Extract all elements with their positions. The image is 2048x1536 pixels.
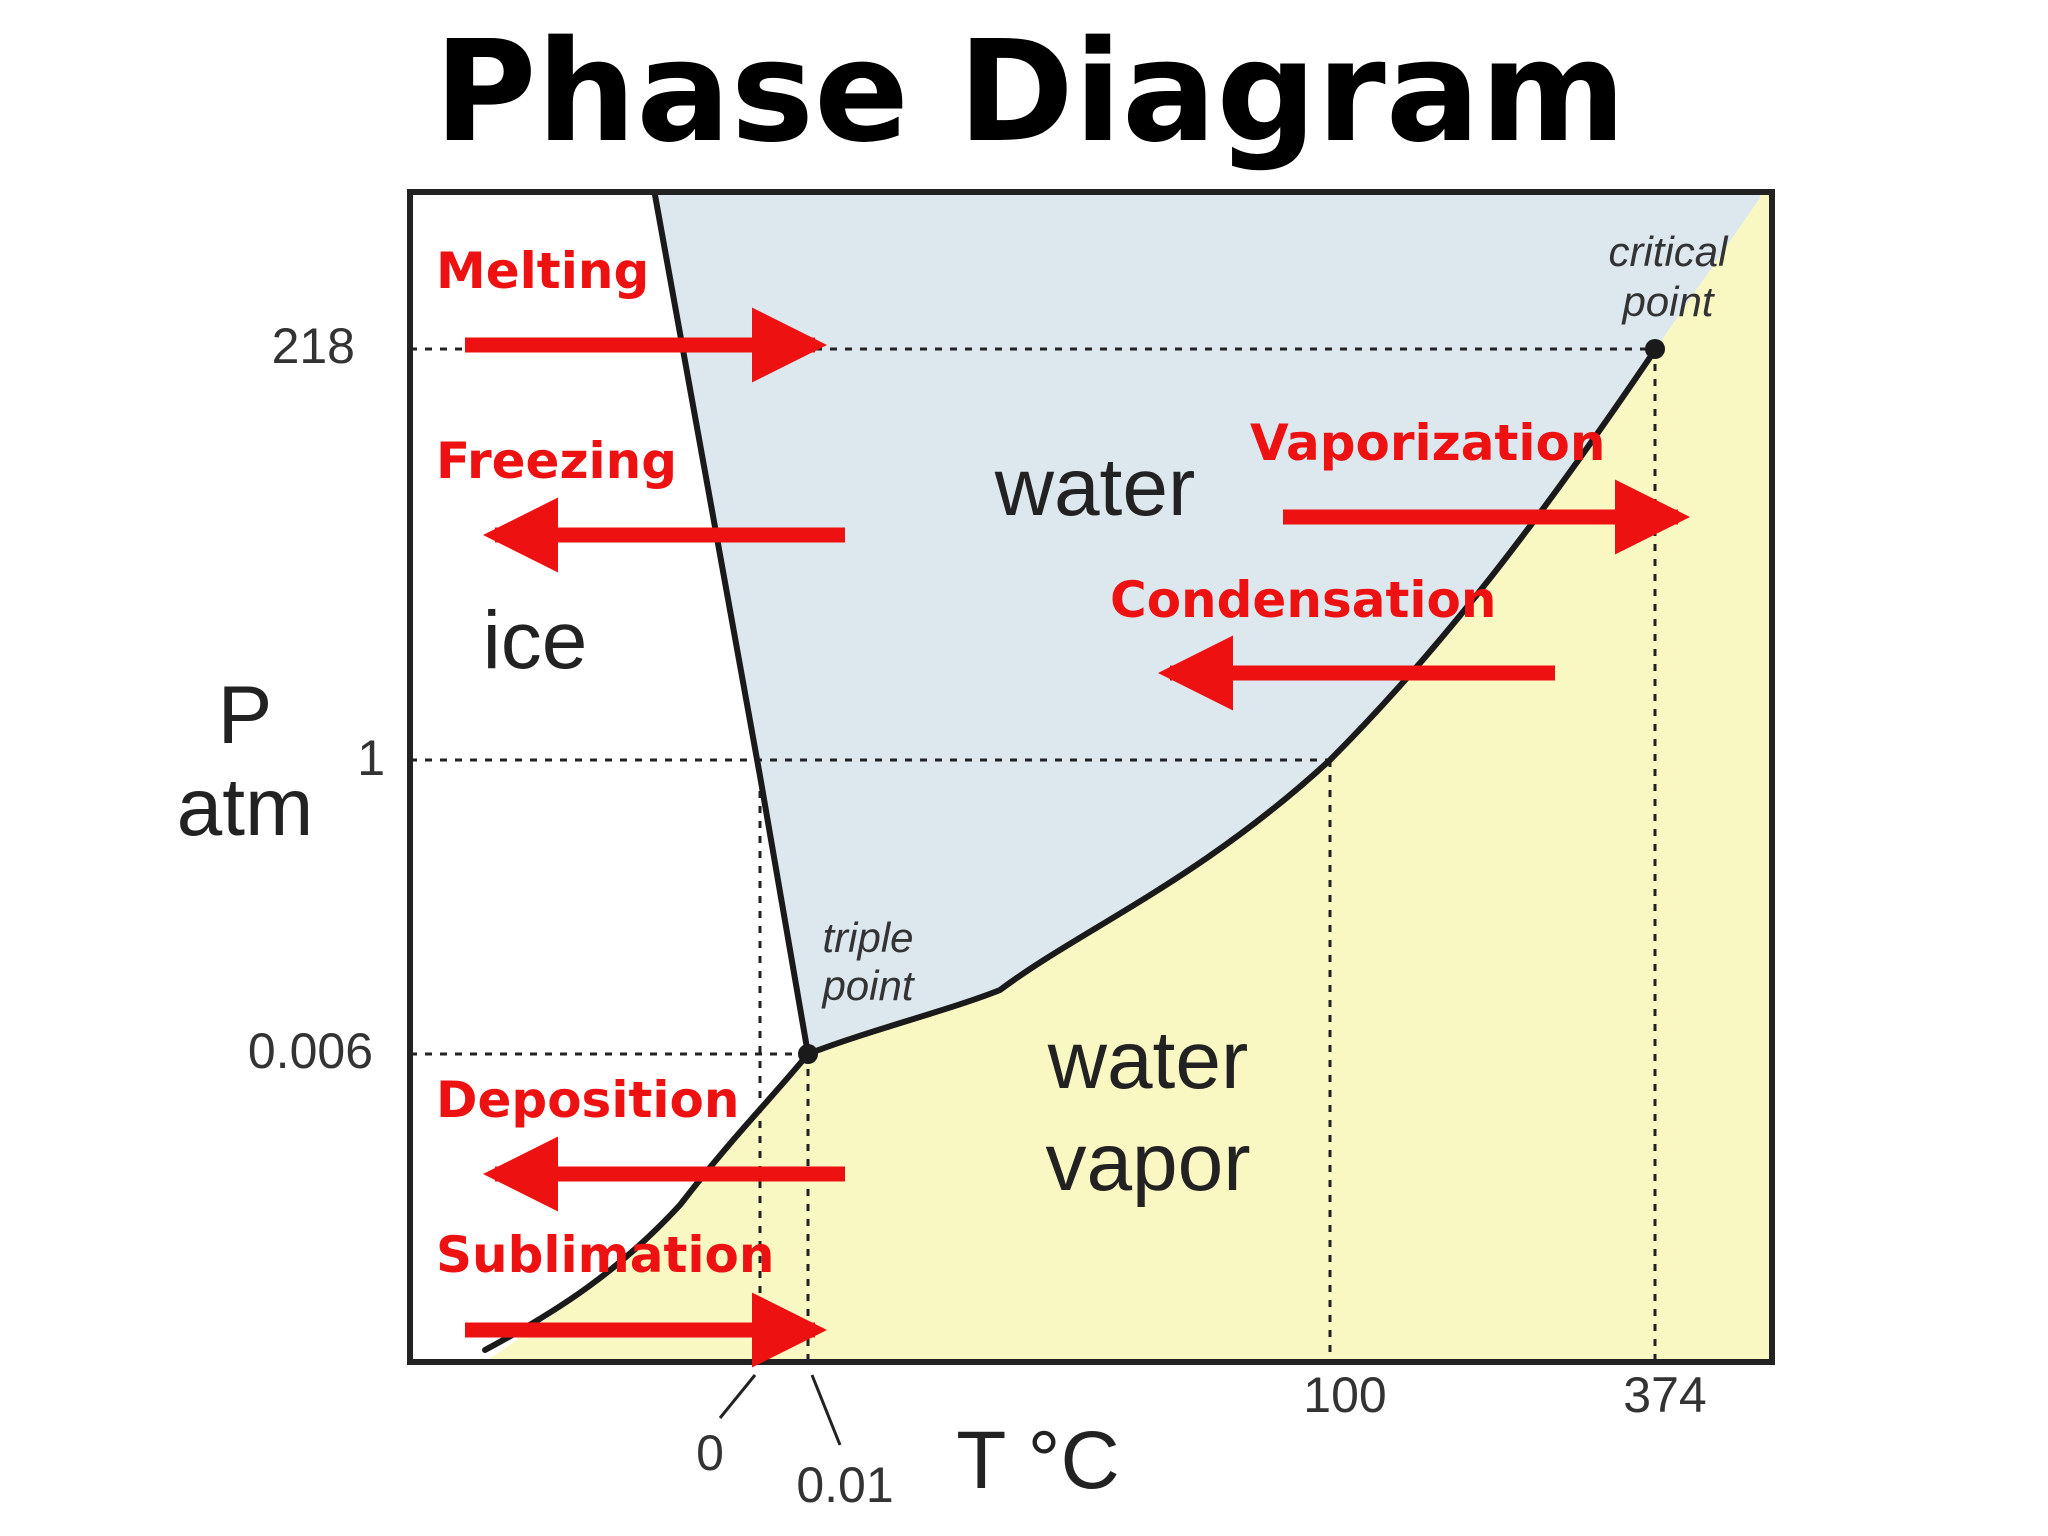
y-axis-symbol: P [218, 670, 273, 761]
deposition-label: Deposition [436, 1071, 739, 1129]
melting-label: Melting [436, 242, 649, 300]
y-tick-218: 218 [272, 318, 355, 374]
water-label: water [994, 442, 1196, 533]
x-axis-label: T °C [956, 1415, 1119, 1506]
melting-curve [652, 192, 811, 1057]
sublimation-label: Sublimation [436, 1226, 775, 1284]
vapor-label-line2: vapor [1045, 1117, 1250, 1208]
critical-point-label-line1: critical [1608, 228, 1729, 275]
x-tick-374: 374 [1623, 1367, 1706, 1423]
triple-point-marker [798, 1044, 818, 1064]
freezing-label: Freezing [436, 432, 677, 490]
critical-point-marker [1645, 339, 1665, 359]
triple-point-label-line1: triple [822, 914, 913, 961]
slide-title: Phase Diagram [434, 11, 1626, 174]
water-region [655, 192, 1760, 1054]
x-tick-0: 0 [696, 1425, 724, 1481]
vapor-label-line1: water [1047, 1015, 1249, 1106]
vaporization-label: Vaporization [1250, 414, 1605, 472]
y-tick-0006: 0.006 [248, 1023, 373, 1079]
y-tick-1: 1 [357, 730, 385, 786]
plot-frame [407, 189, 1775, 1365]
x-tick-0-leader [718, 1374, 757, 1419]
critical-point-label-line2: point [1620, 278, 1715, 325]
vaporization-curve [805, 347, 1658, 1057]
x-tick-100: 100 [1303, 1367, 1386, 1423]
sublimation-curve [482, 1051, 811, 1353]
x-tick-001: 0.01 [796, 1457, 893, 1513]
y-axis-unit: atm [177, 762, 314, 853]
x-tick-001-leader [810, 1374, 842, 1446]
ice-label: ice [483, 595, 588, 686]
condensation-label: Condensation [1110, 571, 1496, 629]
triple-point-label-line2: point [820, 962, 915, 1009]
